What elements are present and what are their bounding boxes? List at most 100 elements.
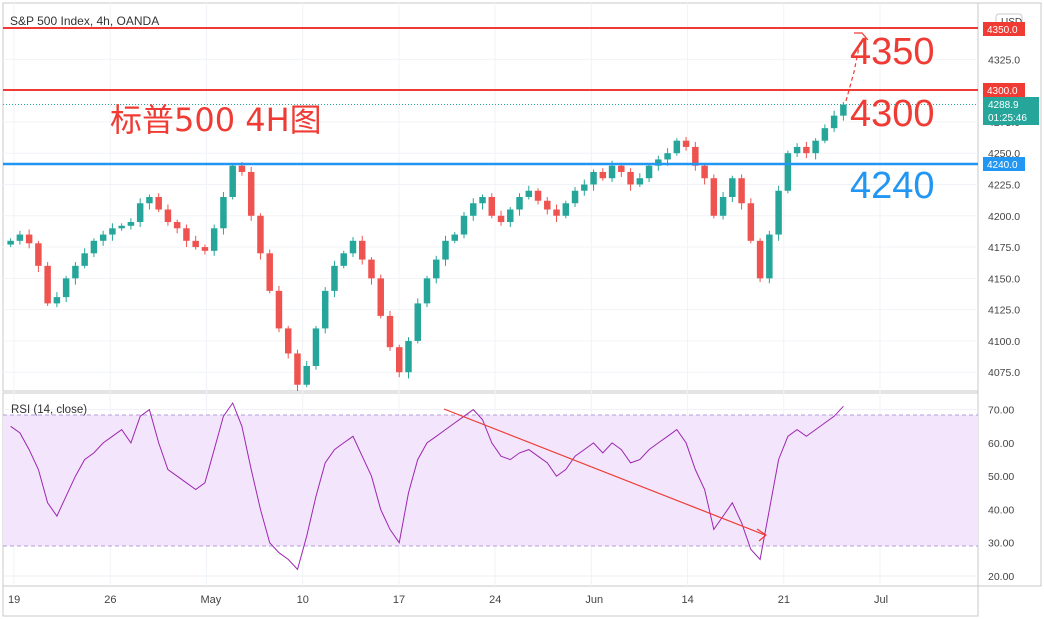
rsi-line [10,401,844,571]
time-tick-label: May [200,594,221,606]
candle-body [210,228,218,251]
candle-body [840,104,847,116]
candle-body [25,234,33,244]
time-axis-ticks: 19 26 May 10 17 24 Jun 14 21 Jul [8,594,888,606]
candle-body [192,240,199,248]
time-axis[interactable] [2,585,979,617]
price-tick-label: 4225.0 [988,179,1020,191]
candle-body [423,278,431,304]
price-tag-4300-text: 4300.0 [987,86,1018,97]
candle-body [479,197,486,204]
time-tick-label: 21 [778,594,790,606]
price-tag-4240 [983,157,1025,171]
candle-body [201,247,209,251]
countdown-text: 01:25:46 [988,113,1027,124]
candle-body [664,153,671,160]
candle-body [321,290,329,329]
candle-body [571,190,579,204]
candle-body [618,165,625,172]
rsi-tick-label: 40.00 [988,504,1014,516]
candle-body [146,197,153,204]
price-tick-label: 4200.0 [988,211,1020,223]
candle-body [118,225,125,229]
candle-body [7,240,14,245]
candle-body [396,347,403,373]
rsi-axis-ticks: 70.00 60.00 50.00 40.00 30.00 20.00 [988,405,1014,583]
candle-body [414,303,421,341]
candle-body [497,215,505,223]
candle-body [738,178,745,204]
price-tick-label: 4150.0 [988,273,1020,285]
current-price-text: 4288.9 [988,100,1019,111]
candle-body [812,140,819,154]
candle-body [775,190,782,235]
support-label-4240: 4240 [850,165,935,207]
candle-body [544,200,551,210]
candle-body [682,140,690,147]
candle-body [340,253,347,266]
candle-body [275,290,283,329]
candle-body [756,240,764,279]
rsi-tick-label: 70.00 [988,405,1014,417]
candle-body [534,190,542,201]
candle-body [72,265,79,279]
candle-body [44,265,51,304]
candle-body [451,234,458,241]
rsi-tick-label: 50.00 [988,471,1014,483]
candle-body [109,228,116,235]
rsi-band [3,415,978,546]
rsi-tick-label: 20.00 [988,571,1014,583]
candle-body [358,240,366,260]
candle-body [53,297,61,304]
projection-arrow [845,41,861,102]
candle-body [16,234,24,241]
candle-body [608,165,616,179]
candle-body [312,328,320,366]
time-tick-label: 24 [489,594,501,606]
time-tick-label: Jul [874,594,888,606]
candle-body [581,184,588,191]
candle-body [784,153,792,191]
price-tag-4300 [983,83,1025,97]
candle-body [525,190,533,197]
price-tick-label: 4075.0 [988,367,1020,379]
price-tag-4240-text: 4240.0 [987,160,1018,171]
price-tick-label: 4175.0 [988,242,1020,254]
candle-body [81,253,88,266]
price-tag-4350 [983,22,1025,36]
candle-body [442,240,449,260]
time-tick-label: 19 [8,594,20,606]
candle-body [294,353,301,385]
candle-body [692,146,699,166]
candle-body [655,159,662,166]
candle-body [701,165,708,179]
candle-body [284,328,292,354]
candle-body [599,171,607,179]
target-label-4350: 4350 [850,31,935,73]
candle-body [627,171,634,185]
candle-body [636,178,644,185]
candle-body [821,128,829,141]
candle-body [349,240,357,254]
candle-body [719,197,727,216]
candle-body [766,234,773,279]
candle-body [830,115,838,129]
candle-body [488,197,496,216]
price-tick-label: 4100.0 [988,336,1020,348]
rsi-label: RSI (14, close) [11,404,87,416]
time-tick-label: Jun [585,594,603,606]
projection-arrowhead [854,32,869,41]
rsi-trendline-arrowhead [756,528,767,542]
price-tick-label: 4125.0 [988,305,1020,317]
candle-body [99,234,107,241]
price-tag-4350-text: 4350.0 [987,25,1018,36]
candle-body [377,278,384,316]
rsi-tick-label: 30.00 [988,538,1014,550]
candle-body [62,278,70,298]
candle-body [247,171,255,216]
candle-body [386,315,394,348]
candle-body [331,265,338,291]
current-price-tag [983,97,1039,125]
candle-body [470,203,477,216]
